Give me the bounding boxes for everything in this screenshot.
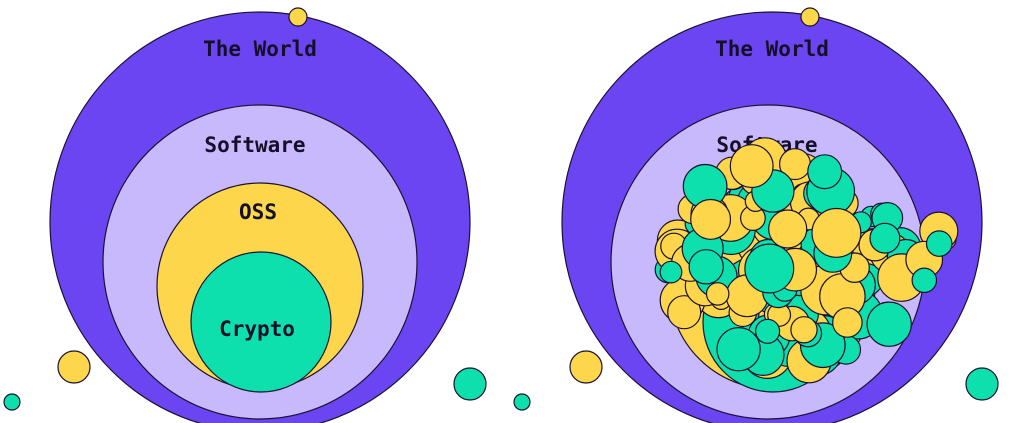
label: The World [715,37,829,61]
right-panel: The World Software [513,7,999,423]
bubble-cluster [654,137,959,384]
label: Software [204,133,305,157]
label: Crypto [219,317,295,341]
dot [3,393,21,411]
dot [569,350,603,384]
bubble [659,260,683,284]
dot [965,367,999,401]
bubble [690,198,732,240]
dot [513,393,531,411]
bubble [688,249,724,285]
bubble [754,318,781,344]
bubble [667,295,702,330]
bubble [807,154,843,190]
bubble [866,301,912,347]
bubble [832,307,863,338]
bubble [925,230,953,257]
crypto-circle [190,251,332,393]
bubble [790,316,818,344]
dot [288,7,308,27]
bubble [744,243,795,294]
bubble [705,282,730,306]
dot [57,350,91,384]
label: OSS [239,200,277,224]
bubble [768,209,808,249]
bubble [729,144,774,189]
bubble [811,207,862,258]
bubble [911,267,938,294]
label: The World [203,37,317,61]
dot [800,7,820,27]
bubble [869,222,901,254]
left-panel: The World Software OSS Crypto [3,7,487,423]
dot [453,367,487,401]
bubble [716,327,761,372]
